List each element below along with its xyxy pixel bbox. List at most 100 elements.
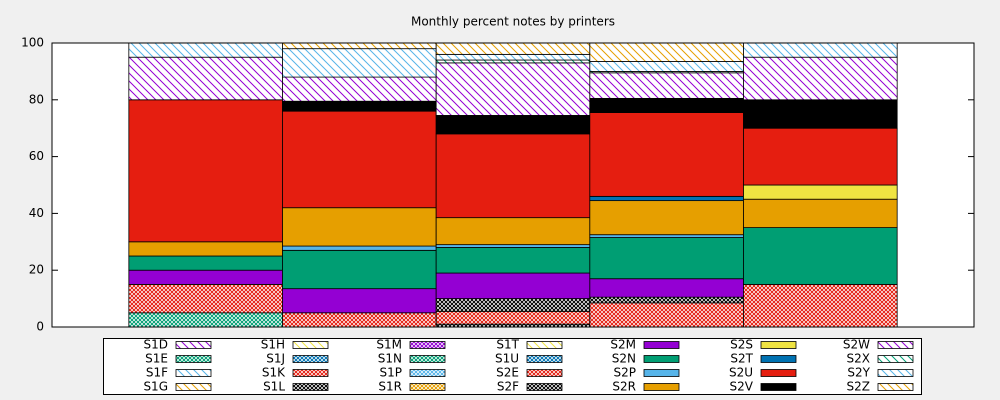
y-tick-label: 100 bbox=[21, 36, 44, 50]
legend-label: S1E bbox=[145, 352, 168, 366]
legend-swatch bbox=[409, 355, 446, 363]
legend-label: S2U bbox=[729, 366, 753, 380]
bar-segment bbox=[282, 76, 437, 102]
legend-swatch bbox=[877, 369, 914, 377]
bar-segment bbox=[435, 217, 591, 246]
bar-segment bbox=[128, 312, 283, 328]
bar-segment bbox=[589, 97, 744, 113]
legend-swatch bbox=[175, 383, 212, 391]
legend-swatch bbox=[760, 355, 797, 363]
bar-segment bbox=[589, 42, 744, 62]
bar-segment bbox=[435, 298, 591, 312]
legend-label: S1P bbox=[380, 366, 403, 380]
bar-segment bbox=[435, 53, 591, 61]
legend-label: S2V bbox=[730, 380, 754, 394]
bar-segment bbox=[743, 227, 898, 285]
legend-label: S2M bbox=[610, 338, 636, 352]
bar-segment bbox=[589, 234, 744, 238]
legend-label: S2P bbox=[614, 366, 637, 380]
bar-segment bbox=[743, 127, 898, 186]
bar-segment bbox=[743, 99, 898, 129]
bar-segment bbox=[282, 288, 437, 314]
y-tick-label: 40 bbox=[29, 206, 44, 220]
bar-segment bbox=[435, 133, 591, 219]
bar-segment bbox=[128, 283, 283, 314]
legend-swatch bbox=[643, 383, 680, 391]
legend-swatch bbox=[643, 355, 680, 363]
legend-label: S1D bbox=[144, 338, 169, 352]
bar-segment bbox=[589, 200, 744, 236]
chart-title: Monthly percent notes by printers bbox=[411, 15, 615, 29]
legend-label: S2W bbox=[843, 338, 870, 352]
legend-swatch bbox=[643, 341, 680, 349]
bar-segment bbox=[589, 112, 744, 197]
legend-label: S1N bbox=[378, 352, 402, 366]
legend-swatch bbox=[877, 383, 914, 391]
legend-swatch bbox=[292, 341, 329, 349]
bar-segment bbox=[589, 296, 744, 304]
legend-swatch bbox=[175, 369, 212, 377]
legend-label: S1U bbox=[495, 352, 519, 366]
legend-swatch bbox=[526, 341, 563, 349]
bar-segment bbox=[435, 115, 591, 135]
legend-swatch bbox=[526, 383, 563, 391]
bar-segment bbox=[435, 272, 591, 300]
bar-segment bbox=[128, 241, 283, 257]
legend-label: S2E bbox=[496, 366, 519, 380]
bar-segment bbox=[128, 42, 283, 58]
legend-label: S1M bbox=[376, 338, 402, 352]
legend-label: S2R bbox=[612, 380, 636, 394]
legend-swatch bbox=[526, 355, 563, 363]
legend-swatch bbox=[643, 369, 680, 377]
legend-label: S2T bbox=[730, 352, 753, 366]
legend-label: S1H bbox=[261, 338, 285, 352]
legend-swatch bbox=[175, 341, 212, 349]
legend-swatch bbox=[292, 383, 329, 391]
legend-swatch bbox=[760, 341, 797, 349]
bar-segment bbox=[435, 247, 591, 274]
bar-segment bbox=[589, 195, 744, 202]
legend-swatch bbox=[175, 355, 212, 363]
legend-swatch bbox=[409, 383, 446, 391]
legend-label: S1T bbox=[496, 338, 519, 352]
bar-segment bbox=[282, 245, 437, 251]
bar-segment bbox=[282, 249, 437, 290]
legend-label: S1J bbox=[266, 352, 285, 366]
bar-segment bbox=[282, 207, 437, 247]
bar-segment bbox=[743, 184, 898, 200]
legend-label: S2F bbox=[497, 380, 519, 394]
legend-label: S1G bbox=[143, 380, 168, 394]
y-tick-label: 20 bbox=[29, 263, 44, 277]
legend-swatch bbox=[292, 355, 329, 363]
bar-segment bbox=[435, 42, 591, 55]
legend-label: S1R bbox=[378, 380, 402, 394]
legend-label: S1K bbox=[262, 366, 286, 380]
legend-label: S2N bbox=[612, 352, 636, 366]
bar-segment bbox=[435, 244, 591, 248]
bar-segment bbox=[743, 56, 898, 101]
bar-segment bbox=[589, 278, 744, 298]
legend-swatch bbox=[760, 383, 797, 391]
bar-segment bbox=[282, 312, 437, 328]
bar-segment bbox=[589, 72, 744, 99]
legend-swatch bbox=[409, 369, 446, 377]
legend-swatch bbox=[292, 369, 329, 377]
bar-segment bbox=[282, 42, 437, 50]
legend-swatch bbox=[877, 355, 914, 363]
bar-segment bbox=[743, 42, 898, 58]
bar-segment bbox=[435, 59, 591, 64]
bar-segment bbox=[128, 99, 283, 243]
y-tick-label: 0 bbox=[36, 320, 44, 334]
legend-label: S2S bbox=[730, 338, 753, 352]
bar-segment bbox=[282, 100, 437, 112]
legend-label: S2X bbox=[847, 352, 870, 366]
legend-label: S1F bbox=[146, 366, 168, 380]
legend-swatch bbox=[877, 341, 914, 349]
bar-segment bbox=[128, 269, 283, 285]
legend-swatch bbox=[409, 341, 446, 349]
legend-swatch bbox=[526, 369, 563, 377]
bar-segment bbox=[589, 237, 744, 280]
legend-label: S1L bbox=[263, 380, 285, 394]
bar-segment bbox=[282, 110, 437, 209]
